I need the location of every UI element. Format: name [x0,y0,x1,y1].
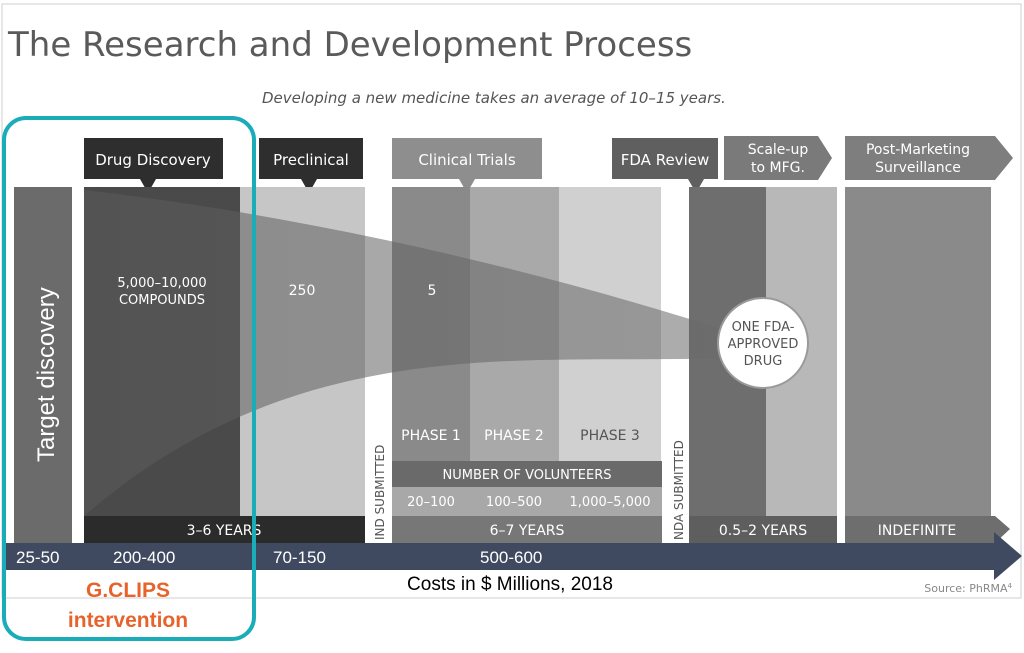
column-post-marketing [845,187,991,516]
compounds-count-1: 5,000–10,000 [117,276,206,291]
stage-label-preclinical: Preclinical [273,151,349,169]
stage-label-clinical-trials: Clinical Trials [418,151,516,169]
nda-submitted-label: NDA SUBMITTED [672,440,686,540]
stage-label-post-marketing-1: Post-Marketing [866,142,970,158]
stage-header-drug-discovery: Drug Discovery [84,138,223,193]
stage-header-scale-up: Scale-up to MFG. [724,136,832,180]
approved-label-2: APPROVED [728,337,799,352]
approved-drug-circle [717,297,809,389]
gclips-label-2: intervention [68,609,188,632]
funnel-shape [84,190,728,516]
stage-header-preclinical: Preclinical [259,138,363,193]
volunteer-row [392,487,662,516]
gclips-highlight-box [2,116,256,641]
volunteers-header-bar [392,461,662,487]
cost-caption: Costs in $ Millions, 2018 [407,574,613,595]
duration-post: INDEFINITE [878,523,956,539]
approved-label-1: ONE FDA- [732,320,795,335]
duration-bar-review [689,516,837,543]
stage-label-scale-up-2: to MFG. [751,160,805,176]
clinical-count: 5 [428,283,437,299]
diagram-title: The Research and Development Process [7,25,692,65]
duration-bar-clinical [392,516,662,543]
stage-label-scale-up-1: Scale-up [748,142,809,158]
stage-header-fda-review: FDA Review [612,138,718,193]
preclinical-count: 250 [289,283,316,299]
phase3-label: PHASE 3 [580,428,640,444]
cost-discovery: 200-400 [113,548,175,567]
phase2-label: PHASE 2 [484,428,544,444]
phase1-label: PHASE 1 [401,428,461,444]
stage-header-clinical-trials: Clinical Trials [392,138,542,193]
cost-preclinical: 70-150 [273,548,326,567]
cost-clinical: 500-600 [480,548,542,567]
gclips-label-1: G.CLIPS [86,579,170,602]
duration-clinical: 6–7 YEARS [490,523,565,539]
target-discovery-label: Target discovery [33,287,60,462]
volunteers-label: NUMBER OF VOLUNTEERS [443,468,612,483]
volunteers-phase1: 20–100 [407,495,455,510]
stage-label-fda-review: FDA Review [621,151,709,169]
stage-header-post-marketing: Post-Marketing Surveillance [845,136,1013,180]
approved-label-3: DRUG [744,354,783,369]
cost-target: 25-50 [16,548,59,567]
source-note: Source: PhRMA4 [924,582,1012,595]
ind-submitted-label: IND SUBMITTED [373,445,387,540]
duration-discovery: 3–6 YEARS [187,523,262,539]
compounds-count-2: COMPOUNDS [119,293,205,308]
volunteers-phase3: 1,000–5,000 [570,495,651,510]
duration-bar-post [845,516,1010,543]
stage-label-post-marketing-2: Surveillance [875,160,961,176]
duration-review: 0.5–2 YEARS [719,523,807,539]
cost-arrow [6,532,1022,580]
volunteers-phase2: 100–500 [486,495,542,510]
column-target-discovery [14,187,72,543]
diagram-subtitle: Developing a new medicine takes an avera… [262,89,726,107]
stage-label-drug-discovery: Drug Discovery [95,151,211,169]
duration-bar-discovery [84,516,365,543]
